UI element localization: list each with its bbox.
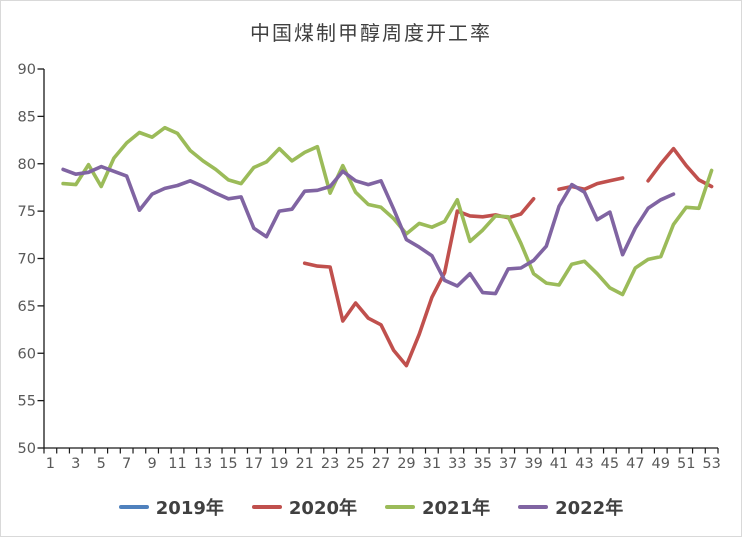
- series-line-2022年: [61, 164, 676, 296]
- x-axis-label: 41: [550, 456, 568, 472]
- legend-label: 2020年: [288, 498, 357, 519]
- y-axis-label: 70: [18, 252, 36, 268]
- x-axis-label: 9: [147, 456, 156, 472]
- x-axis-label: 15: [219, 456, 237, 472]
- x-axis-label: 35: [474, 456, 492, 472]
- legend-label: 2022年: [555, 498, 624, 519]
- x-axis-label: 47: [626, 456, 644, 472]
- chart-title: 中国煤制甲醇周度开工率: [250, 21, 492, 45]
- legend-item-2019年: 2019年: [118, 494, 224, 520]
- legend-item-2021年: 2021年: [385, 494, 490, 520]
- legend-label: 2021年: [422, 498, 491, 519]
- legend-item-2020年: 2020年: [251, 494, 357, 520]
- legend-swatch-icon: [385, 504, 415, 510]
- chart-legend: 2019年 2020年 2021年 2022年: [1, 487, 741, 527]
- axis-line: [43, 69, 718, 449]
- y-axis-label: 50: [18, 441, 36, 457]
- x-axis-label: 37: [499, 456, 517, 472]
- x-axis-label: 7: [122, 456, 131, 472]
- x-axis-label: 1: [46, 456, 55, 472]
- x-axis-label: 39: [524, 456, 542, 472]
- legend-label: 2019年: [155, 498, 224, 519]
- y-axis-label: 75: [18, 204, 36, 220]
- legend-swatch-icon: [118, 504, 149, 510]
- x-axis-label: 45: [601, 456, 619, 472]
- x-axis-label: 5: [97, 456, 106, 472]
- x-axis-label: 23: [321, 456, 339, 472]
- legend-swatch-icon: [251, 504, 282, 510]
- x-axis-label: 25: [346, 456, 364, 472]
- x-axis-label: 13: [194, 456, 212, 472]
- x-axis-label: 31: [423, 456, 441, 472]
- x-axis-label: 49: [652, 456, 670, 472]
- series-line-2021年: [61, 125, 714, 297]
- y-axis-label: 80: [18, 157, 36, 173]
- x-axis-label: 33: [448, 456, 466, 472]
- y-axis-label: 55: [18, 394, 36, 410]
- y-axis-label: 85: [18, 109, 36, 125]
- y-axis-label: 90: [18, 62, 36, 78]
- y-axis-label: 65: [18, 299, 36, 315]
- x-axis-label: 43: [575, 456, 593, 472]
- x-axis-label: 19: [270, 456, 288, 472]
- x-axis-label: 21: [295, 456, 313, 472]
- y-axis-label: 60: [18, 346, 36, 362]
- legend-swatch-icon: [518, 504, 549, 510]
- x-axis-label: 11: [168, 456, 186, 472]
- legend-item-2022年: 2022年: [518, 494, 623, 520]
- x-axis-label: 51: [677, 456, 695, 472]
- x-axis-label: 3: [71, 456, 80, 472]
- x-axis-label: 27: [372, 456, 390, 472]
- x-axis-label: 17: [245, 456, 263, 472]
- x-axis-label: 53: [702, 456, 720, 472]
- x-axis-label: 29: [397, 456, 415, 472]
